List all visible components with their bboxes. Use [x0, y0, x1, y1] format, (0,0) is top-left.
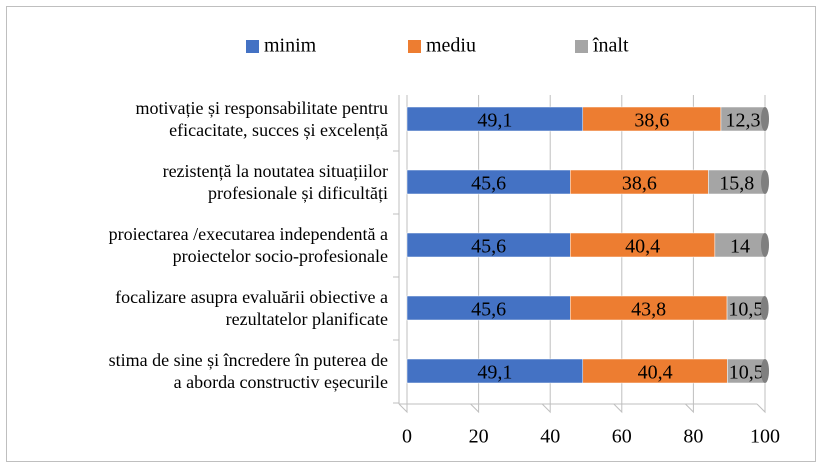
grid-line — [470, 95, 480, 414]
bar-segment — [727, 358, 766, 384]
data-label: 12,3 — [725, 110, 760, 132]
data-label: 14 — [730, 236, 750, 258]
legend-swatch — [575, 40, 588, 53]
bar-segment — [582, 358, 728, 384]
bar-cap — [761, 170, 769, 194]
data-label: 49,1 — [477, 362, 512, 384]
data-label: 10,5 — [728, 299, 763, 321]
category-label: stima de sine și încredere în puterea de… — [108, 350, 388, 392]
data-label: 40,4 — [638, 362, 673, 384]
bar-segment — [406, 358, 584, 384]
bar-segment — [406, 169, 571, 195]
bar-segment — [569, 169, 709, 195]
data-label: 45,6 — [471, 236, 506, 258]
bar-segment — [569, 232, 716, 258]
bar-segment — [726, 295, 765, 321]
data-label: 43,8 — [631, 299, 666, 321]
data-label: 45,6 — [471, 299, 506, 321]
bar-cap — [761, 233, 769, 257]
bar-cap — [761, 107, 769, 131]
x-tick-label: 80 — [683, 426, 703, 448]
grid-line — [398, 95, 408, 414]
data-label: 10,5 — [729, 362, 764, 384]
grid-line — [685, 95, 694, 414]
grid-line — [613, 95, 623, 414]
bar-segment — [714, 232, 766, 258]
legend-label: înalt — [592, 35, 629, 57]
x-tick-label: 100 — [750, 426, 780, 448]
legend-label: minim — [264, 35, 317, 57]
bar-segment — [708, 169, 766, 195]
chart-border — [6, 6, 816, 462]
legend-label: mediu — [426, 35, 476, 57]
bar-segment — [406, 106, 584, 132]
category-label: focalizare asupra evaluării obiective a … — [115, 287, 388, 329]
data-label: 15,8 — [719, 173, 754, 195]
grid-line — [541, 95, 551, 414]
category-label: proiectarea /executarea independentă a p… — [108, 224, 388, 266]
x-tick-label: 20 — [469, 426, 489, 448]
bar-segment — [720, 106, 766, 132]
legend-swatch — [408, 40, 421, 53]
data-label: 38,6 — [622, 173, 657, 195]
grid-line — [756, 95, 766, 414]
data-label: 49,1 — [477, 110, 512, 132]
category-label: motivație și responsabilitate pentru efi… — [135, 98, 388, 140]
data-label: 38,6 — [634, 110, 669, 132]
legend-swatch — [246, 40, 259, 53]
data-label: 40,4 — [625, 236, 660, 258]
bar-cap — [760, 296, 769, 320]
bar-segment — [569, 295, 728, 321]
bar-cap — [761, 359, 769, 383]
data-label: 45,6 — [471, 173, 506, 195]
x-tick-label: 40 — [540, 426, 560, 448]
category-label: rezistență la noutatea situațiilor profe… — [162, 161, 388, 203]
x-tick-label: 0 — [402, 426, 412, 448]
bar-segment — [406, 295, 571, 321]
bar-segment — [582, 106, 722, 132]
x-tick-label: 60 — [612, 426, 632, 448]
bar-segment — [406, 232, 571, 258]
